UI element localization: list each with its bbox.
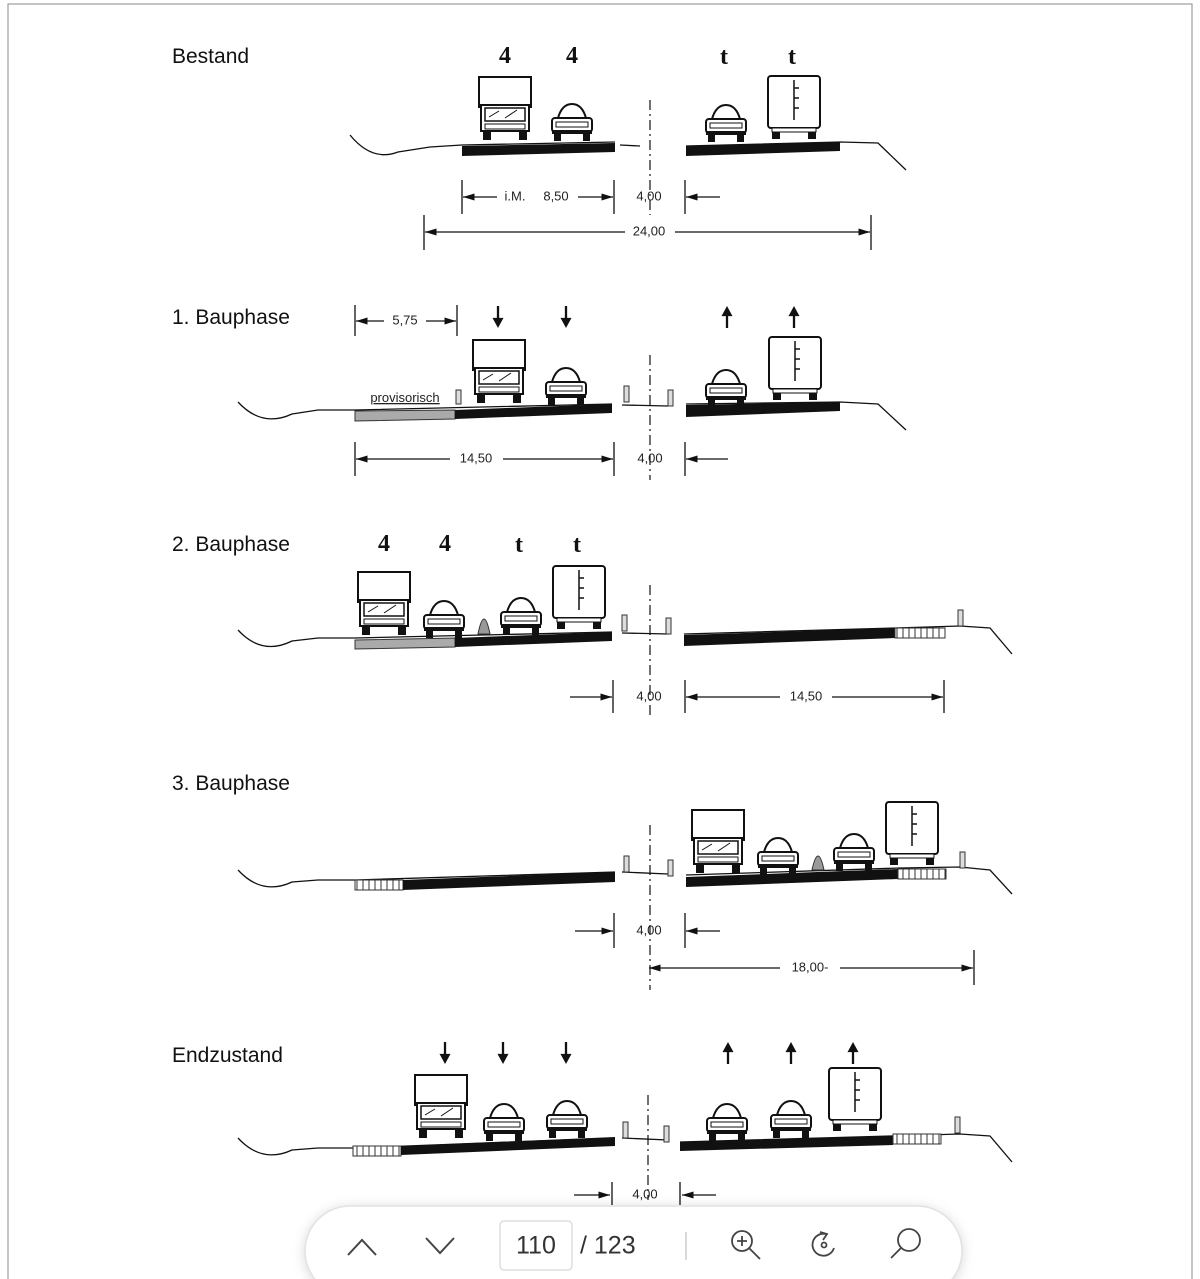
dimension-label: 4,00: [636, 922, 661, 937]
truck: [358, 572, 410, 635]
barrier: [456, 390, 461, 404]
page-frame: [8, 4, 1192, 1279]
barrier: [624, 856, 629, 872]
barrier: [958, 610, 963, 626]
lane-mark: 4: [439, 531, 451, 557]
shoulder: [893, 1134, 941, 1144]
van: [886, 802, 938, 865]
page-total: / 123: [580, 1232, 636, 1260]
section-label: 3. Bauphase: [172, 772, 290, 795]
barrier: [668, 860, 673, 876]
barrier: [622, 615, 627, 631]
dimension-label: 18,00-: [792, 959, 829, 974]
section-label: Bestand: [172, 45, 249, 68]
lane-mark: 4: [566, 43, 578, 69]
lane-mark: 4: [499, 43, 511, 69]
dimension-label: 5,75: [392, 312, 417, 327]
shoulder: [895, 628, 945, 638]
note-label: provisorisch: [370, 390, 439, 405]
shoulder: [353, 1146, 401, 1156]
dimension-label: 8,50: [543, 188, 568, 203]
page-number: 110: [516, 1232, 556, 1260]
barrier: [668, 390, 673, 406]
document-page: Bestand 1. Bauphase 2. Bauphase 3. Bauphase…: [0, 0, 1200, 1279]
truck: [415, 1075, 467, 1138]
dimension-label: 14,50: [790, 688, 823, 703]
dimension-label: 4,00: [636, 688, 661, 703]
provisional-pavement: [355, 638, 455, 649]
truck: [473, 340, 525, 403]
section-label: 2. Bauphase: [172, 533, 290, 556]
barrier: [624, 386, 629, 402]
viewer: Bestand 1. Bauphase 2. Bauphase 3. Bauphase…: [0, 0, 1200, 1279]
lane-mark: t: [573, 532, 581, 558]
toolbar: 110 / 123: [305, 1206, 962, 1279]
barrier: [955, 1117, 960, 1133]
lane-mark: 4: [378, 531, 390, 557]
barrier: [623, 1122, 628, 1138]
lane-mark: t: [515, 532, 523, 558]
dimension-label: 4,00: [632, 1186, 657, 1201]
dimension-label: 4,00: [637, 450, 662, 465]
dimension-label: 4,00: [636, 188, 661, 203]
section-label: 1. Bauphase: [172, 306, 290, 329]
dimension-label: 14,50: [460, 450, 493, 465]
lane-mark: t: [720, 44, 728, 70]
truck: [479, 77, 531, 140]
barrier: [666, 618, 671, 634]
section-label: Endzustand: [172, 1044, 283, 1067]
van: [769, 337, 821, 400]
van: [829, 1068, 881, 1131]
dimension-label: i.M.: [505, 188, 526, 203]
truck: [692, 810, 744, 873]
shoulder: [898, 869, 946, 879]
dimension-label: 24,00: [633, 223, 666, 238]
shoulder: [355, 880, 403, 890]
van: [768, 76, 820, 139]
page: PDF html,body{margin:0;padding:0;backgro…: [0, 0, 1200, 1279]
provisional-pavement: [355, 410, 455, 421]
van: [553, 566, 605, 629]
barrier: [960, 852, 965, 868]
barrier: [664, 1126, 669, 1142]
lane-mark: t: [788, 44, 796, 70]
